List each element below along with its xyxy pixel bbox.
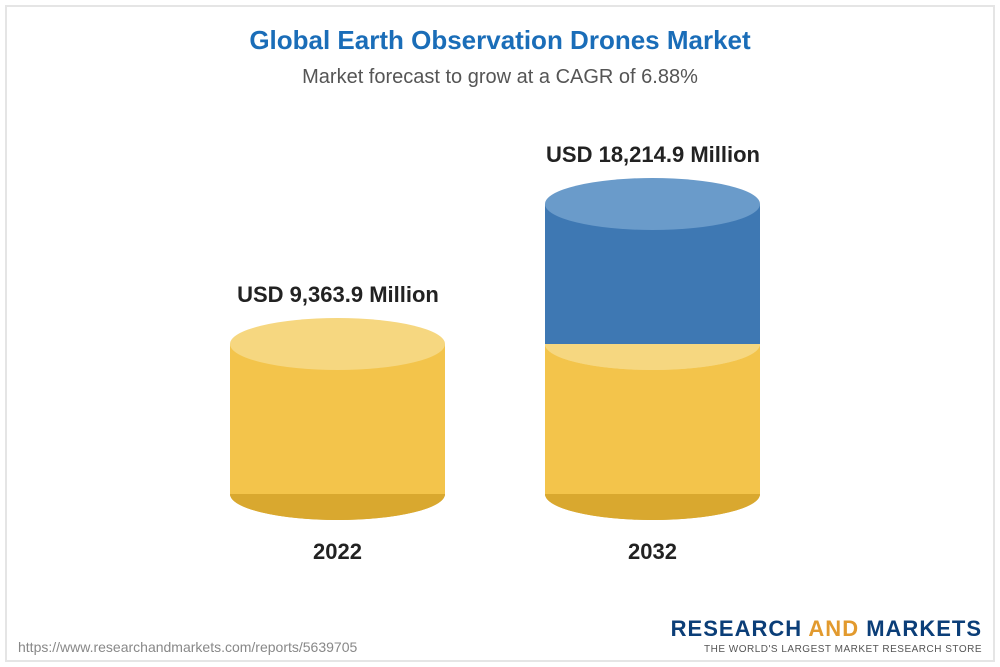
cylinder-value-label: USD 9,363.9 Million — [188, 282, 488, 308]
footer: https://www.researchandmarkets.com/repor… — [0, 616, 1000, 655]
brand-logo-tagline: THE WORLD'S LARGEST MARKET RESEARCH STOR… — [671, 644, 982, 655]
cylinder-svg — [545, 178, 760, 520]
cylinder-value-label: USD 18,214.9 Million — [503, 142, 803, 168]
cylinder-year-label: 2022 — [230, 539, 445, 565]
brand-logo-text: RESEARCH AND MARKETS — [671, 616, 982, 642]
logo-word-2: AND — [808, 616, 859, 641]
logo-word-3: MARKETS — [866, 616, 982, 641]
logo-word-1: RESEARCH — [671, 616, 802, 641]
brand-logo: RESEARCH AND MARKETS THE WORLD'S LARGEST… — [671, 616, 982, 655]
chart-cylinder: USD 18,214.9 Million2032 — [545, 178, 760, 520]
source-url: https://www.researchandmarkets.com/repor… — [18, 639, 357, 655]
cylinder-svg — [230, 318, 445, 520]
chart-area: USD 9,363.9 Million2022 USD 18,214.9 Mill… — [0, 120, 1000, 560]
chart-cylinder: USD 9,363.9 Million2022 — [230, 318, 445, 520]
cylinder-year-label: 2032 — [545, 539, 760, 565]
